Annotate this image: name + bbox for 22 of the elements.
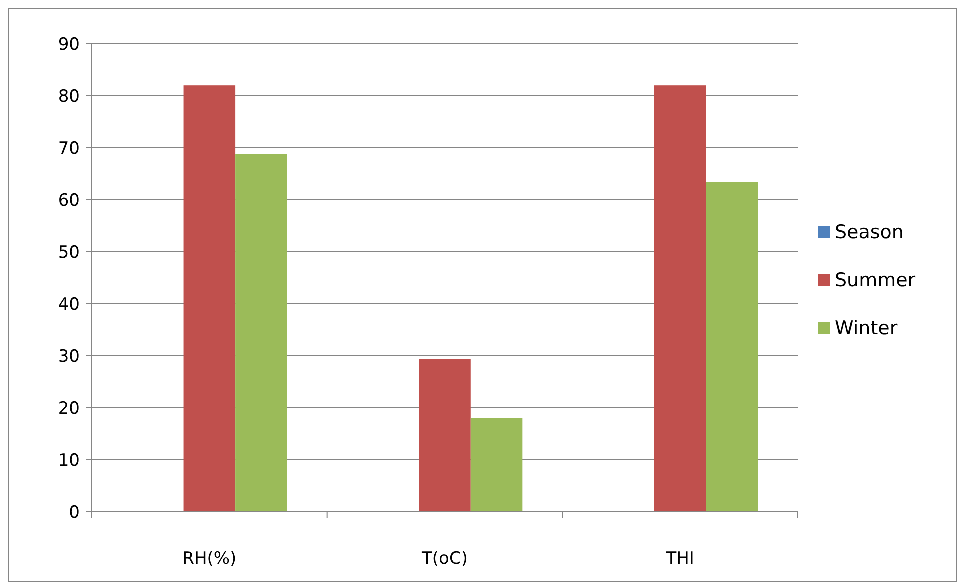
- bar: [419, 359, 471, 512]
- y-tick-label: 30: [58, 346, 80, 367]
- y-tick-label: 50: [58, 242, 80, 263]
- x-tick-label: T(oC): [421, 549, 468, 569]
- x-tick-label: RH(%): [182, 549, 237, 569]
- x-tick-label: THI: [665, 549, 694, 569]
- y-tick-label: 0: [69, 502, 80, 523]
- legend-label: Winter: [835, 318, 898, 340]
- y-tick-label: 70: [58, 138, 80, 159]
- y-tick-label: 40: [58, 294, 80, 315]
- y-tick-label: 60: [58, 190, 80, 211]
- y-tick-label: 90: [58, 34, 80, 55]
- bar: [236, 154, 288, 512]
- y-tick-label: 80: [58, 86, 80, 107]
- y-tick-label: 10: [58, 450, 80, 471]
- legend-label: Season: [835, 222, 904, 244]
- bar: [470, 418, 523, 512]
- bar: [184, 86, 236, 512]
- y-tick-label: 20: [58, 398, 80, 419]
- legend-label: Summer: [835, 270, 916, 292]
- bar: [706, 182, 758, 512]
- bar: [654, 86, 706, 512]
